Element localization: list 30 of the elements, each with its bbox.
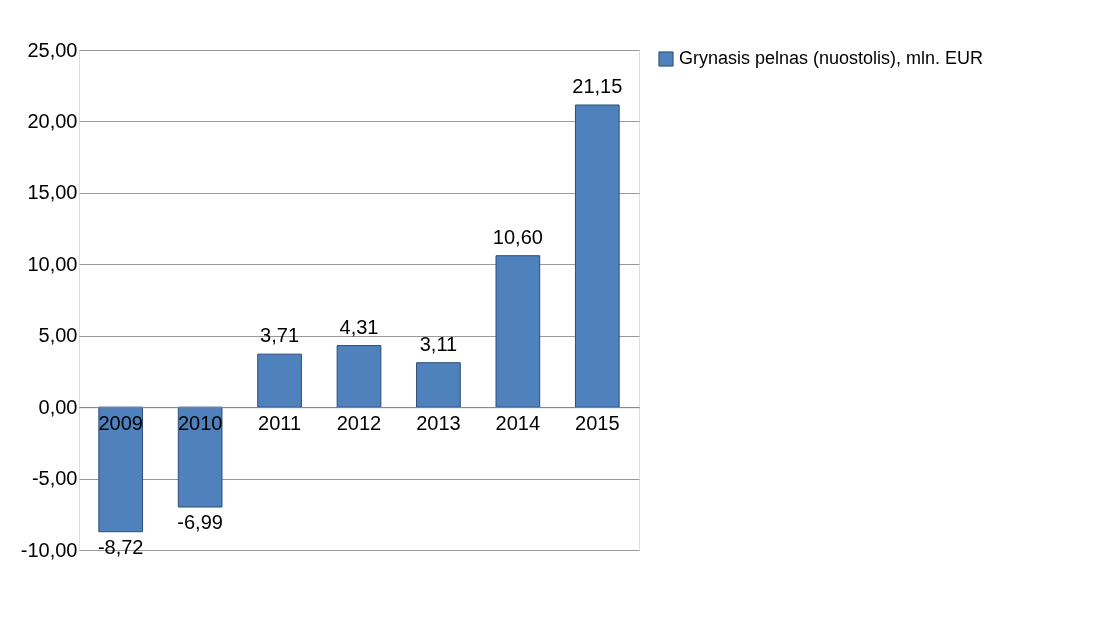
y-tick-label: 0,00 — [38, 395, 78, 418]
x-tick-label: 2012 — [336, 411, 382, 434]
text: 21,15 — [572, 75, 623, 97]
y-tick-label: 20,00 — [27, 109, 78, 132]
y-tick-label: -10,00 — [20, 538, 78, 561]
x-tick-label: 2011 — [258, 411, 302, 434]
bar — [336, 345, 382, 408]
bar — [257, 353, 302, 408]
text: 3,11 — [419, 332, 458, 355]
text: -8,72 — [97, 535, 144, 558]
text: -6,99 — [177, 511, 223, 533]
text: 10,60 — [492, 225, 543, 248]
bar — [177, 406, 223, 508]
text: 3,71 — [260, 324, 300, 347]
x-tick-label: 2014 — [495, 411, 541, 434]
legend-label: Grynasis pelnas (nuostolis), mln. EUR — [679, 48, 984, 68]
y-tick-label: 10,00 — [27, 252, 78, 275]
x-tick-label: 2010 — [177, 411, 223, 434]
y-tick-label: 5,00 — [38, 324, 78, 347]
bar — [98, 406, 144, 533]
y-tick-label: 25,00 — [27, 38, 78, 61]
x-tick-label: 2013 — [416, 411, 461, 434]
x-tick-label: 2009 — [98, 411, 143, 434]
y-tick-label: 15,00 — [27, 181, 78, 204]
bar — [574, 104, 620, 408]
text: 4,31 — [339, 315, 379, 338]
x-tick-label: 2015 — [575, 411, 620, 434]
bar — [495, 255, 541, 408]
bar — [416, 362, 461, 408]
y-tick-label: -5,00 — [31, 467, 78, 490]
